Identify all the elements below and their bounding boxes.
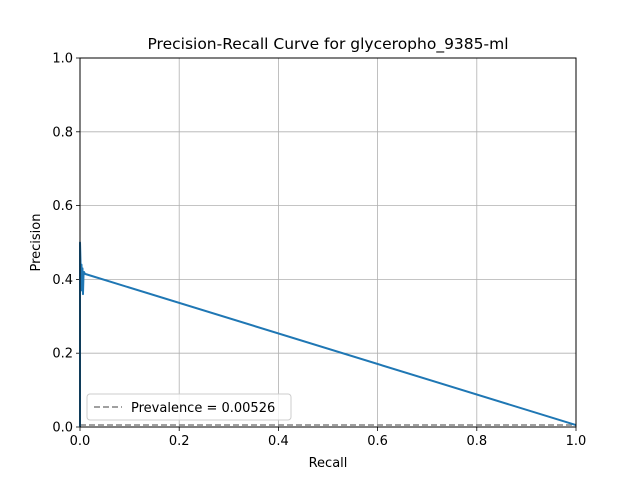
x-tick-label: 0.0: [70, 434, 91, 449]
y-tick-label: 0.6: [52, 199, 73, 214]
y-tick-label: 0.4: [52, 273, 73, 288]
x-tick-label: 0.6: [367, 434, 388, 449]
plot-frame: [79, 57, 577, 428]
x-tick-label: 0.2: [169, 434, 190, 449]
grid: [79, 57, 577, 428]
y-tick-label: 0.2: [52, 347, 73, 362]
x-axis-label: Recall: [309, 456, 348, 471]
y-tick-label: 0.8: [52, 125, 73, 140]
legend: Prevalence = 0.00526: [86, 393, 292, 421]
y-tick-label: 1.0: [52, 52, 73, 67]
y-axis-label: Precision: [29, 213, 44, 271]
axis-ticks: 0.0 0.2 0.4 0.6 0.8 1.0 0.0 0.2 0.4 0.6 0.8 1.0: [52, 52, 586, 450]
chart-title: Precision-Recall Curve for glycerophо_93…: [147, 35, 508, 54]
legend-prevalence-label: Prevalence = 0.00526: [131, 401, 275, 416]
legend-box: [86, 393, 292, 421]
x-tick-label: 1.0: [566, 434, 587, 449]
y-tick-label: 0.0: [52, 421, 73, 436]
x-tick-label: 0.8: [466, 434, 487, 449]
x-tick-label: 0.4: [268, 434, 289, 449]
